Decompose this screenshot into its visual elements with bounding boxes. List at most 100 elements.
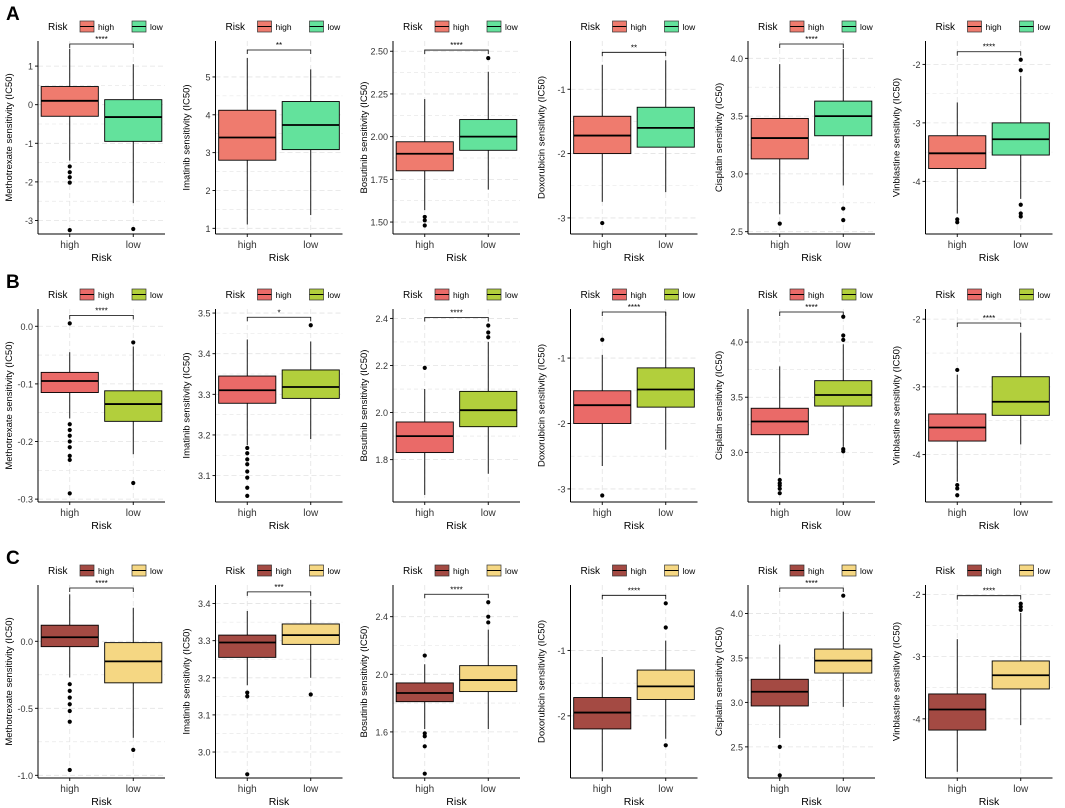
- significance-bracket: [69, 315, 134, 320]
- x-axis-title: Risk: [446, 252, 467, 264]
- plot-c-doxorubicin: Risk high low **** -2 -1 high low Risk Doxorubici…: [537, 564, 698, 808]
- box-high: [218, 58, 277, 225]
- x-tick-label: high: [60, 784, 79, 795]
- outlier-point: [955, 486, 960, 491]
- plot-b-vinblastine: Risk high low **** -4 -3 -2 high low Risk Vinblast…: [892, 288, 1053, 532]
- box-low: [991, 57, 1050, 219]
- y-tick-label: 3.1: [198, 710, 211, 720]
- legend-label-low: low: [683, 290, 697, 300]
- outlier-point: [308, 692, 313, 697]
- x-tick-label: low: [303, 240, 319, 251]
- y-tick-label: -3: [912, 652, 920, 662]
- significance-label: ****: [95, 35, 107, 44]
- box-iqr: [459, 390, 518, 428]
- y-tick-label: 1.75: [370, 175, 388, 185]
- y-tick-label: 2.25: [370, 89, 388, 99]
- y-tick-label: 3.5: [730, 653, 743, 663]
- outlier-point: [67, 228, 72, 233]
- outlier-point: [841, 218, 846, 223]
- outlier-point: [777, 773, 782, 778]
- y-tick-label: -2: [557, 149, 565, 159]
- significance-bracket: [956, 322, 1022, 327]
- y-tick-label: 2.00: [370, 132, 388, 142]
- legend-label-high: high: [98, 566, 114, 576]
- y-tick-label: -1.0: [17, 771, 33, 781]
- significance-bracket: [246, 591, 312, 596]
- legend-title: Risk: [403, 22, 423, 33]
- outlier-point: [245, 694, 250, 699]
- y-tick-label: -2: [912, 60, 920, 70]
- significance-bracket: [601, 594, 667, 600]
- box-high: [218, 339, 277, 499]
- y-axis-title: Bosutinib sensitivity (IC50): [359, 626, 370, 738]
- legend-label-low: low: [683, 566, 697, 576]
- significance-label: ****: [983, 587, 995, 596]
- legend: Risk high low: [758, 20, 874, 33]
- outlier-point: [422, 223, 427, 228]
- legend: Risk high low: [936, 288, 1051, 301]
- x-axis-title: Risk: [979, 252, 1000, 264]
- outlier-point: [67, 491, 72, 496]
- legend: Risk high low: [758, 564, 874, 577]
- box-iqr: [395, 421, 454, 454]
- legend: Risk high low: [581, 20, 697, 33]
- plot-a-imatinib: Risk high low ** 1 2 3 4 5 high low Risk Imatinib se…: [182, 20, 343, 264]
- y-axis-title: Doxorubicin sensitivity (IC50): [537, 76, 548, 199]
- legend-title: Risk: [48, 566, 68, 577]
- outlier-point: [486, 614, 491, 619]
- significance-bracket: [424, 593, 489, 599]
- y-tick-label: 3.2: [198, 673, 211, 683]
- significance-label: ****: [628, 586, 640, 595]
- legend-label-low: low: [150, 290, 164, 300]
- significance-label: ****: [450, 585, 462, 594]
- outlier-point: [245, 690, 250, 695]
- x-tick-label: high: [238, 508, 257, 519]
- plot-a-methotrexate: Risk high low **** -3 -2 -1 0 1 high low Risk Methot…: [4, 20, 165, 264]
- outlier-point: [422, 653, 427, 658]
- plot-c-methotrexate: Risk high low **** -1.0 -0.5 0.0 high low Risk Met…: [4, 564, 165, 808]
- y-tick-label: 3.0: [730, 698, 743, 708]
- legend-title: Risk: [48, 290, 68, 301]
- x-tick-label: high: [238, 784, 257, 795]
- y-axis-title: Imatinib sensitivity (IC50): [182, 352, 193, 458]
- plot-b-cisplatin: Risk high low **** 3.0 3.5 4.0 high low Risk Cispl…: [714, 288, 875, 532]
- y-tick-label: 2: [205, 186, 210, 196]
- legend-title: Risk: [936, 290, 956, 301]
- outlier-point: [67, 439, 72, 444]
- box-low: [459, 600, 518, 730]
- outlier-point: [955, 220, 960, 225]
- x-tick-label: low: [1013, 240, 1029, 251]
- plot-a-vinblastine: Risk high low **** -4 -3 -2 high low Risk Vinblast…: [892, 20, 1053, 264]
- outlier-point: [422, 731, 427, 736]
- outlier-point: [67, 719, 72, 724]
- x-tick-label: high: [948, 784, 967, 795]
- x-tick-label: high: [770, 784, 789, 795]
- outlier-point: [67, 422, 72, 427]
- x-axis-title: Risk: [269, 796, 290, 808]
- box-low: [104, 607, 163, 752]
- grid: [215, 309, 343, 502]
- significance-bracket: [779, 43, 844, 48]
- outlier-point: [245, 457, 250, 462]
- legend-label-high: high: [453, 566, 469, 576]
- box-iqr: [218, 634, 277, 658]
- outlier-point: [422, 365, 427, 370]
- x-tick-label: low: [658, 508, 674, 519]
- y-tick-label: 1.8: [375, 455, 388, 465]
- y-tick-label: 5: [205, 72, 210, 82]
- legend-label-low: low: [1038, 566, 1052, 576]
- y-tick-label: 1: [205, 224, 210, 234]
- outlier-point: [422, 218, 427, 223]
- box-low: [814, 49, 873, 223]
- plot-b-doxorubicin: Risk high low **** -3 -2 -1 high low Risk Doxorubi…: [537, 288, 698, 532]
- legend-label-low: low: [683, 22, 697, 32]
- y-axis-title: Bosutinib sensitivity (IC50): [359, 82, 370, 194]
- outlier-point: [308, 323, 313, 328]
- x-tick-label: low: [126, 508, 142, 519]
- x-tick-label: low: [658, 784, 674, 795]
- x-tick-label: low: [481, 240, 497, 251]
- significance-label: ****: [805, 579, 817, 588]
- box-low: [104, 64, 163, 232]
- y-tick-label: -2: [557, 711, 565, 721]
- y-tick-label: 4: [205, 110, 210, 120]
